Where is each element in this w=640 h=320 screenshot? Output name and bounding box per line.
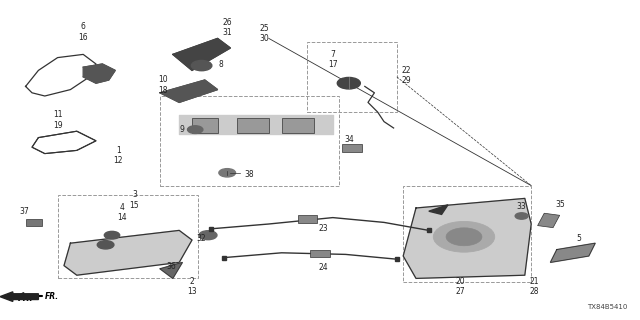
- Text: 24: 24: [318, 263, 328, 272]
- Text: 36: 36: [166, 262, 177, 271]
- Circle shape: [191, 60, 212, 71]
- Polygon shape: [429, 205, 448, 214]
- FancyArrow shape: [0, 292, 38, 301]
- Text: 21
28: 21 28: [530, 277, 539, 296]
- Circle shape: [188, 126, 203, 133]
- Bar: [403, 186, 531, 282]
- Text: 34: 34: [344, 135, 354, 144]
- Polygon shape: [403, 198, 531, 278]
- Bar: [160, 96, 339, 186]
- Text: FR.: FR.: [18, 294, 33, 303]
- Polygon shape: [64, 230, 192, 275]
- Bar: [26, 219, 42, 226]
- Circle shape: [433, 221, 495, 252]
- Polygon shape: [550, 243, 595, 262]
- Bar: [538, 213, 560, 228]
- Circle shape: [104, 231, 120, 239]
- Polygon shape: [173, 38, 230, 70]
- Text: TX84B5410: TX84B5410: [587, 304, 627, 310]
- Text: 8: 8: [218, 60, 223, 68]
- Circle shape: [515, 213, 528, 219]
- Text: 2
13: 2 13: [187, 277, 197, 296]
- Text: 33: 33: [516, 202, 527, 211]
- Text: 25
30: 25 30: [259, 24, 269, 43]
- Bar: [237, 118, 269, 133]
- Polygon shape: [83, 64, 115, 83]
- Bar: [58, 195, 198, 278]
- Circle shape: [97, 241, 114, 249]
- Bar: [192, 118, 218, 133]
- Text: 9: 9: [180, 125, 185, 134]
- Polygon shape: [160, 80, 218, 102]
- Text: 7
17: 7 17: [328, 50, 338, 69]
- Text: 38: 38: [244, 170, 255, 179]
- Bar: [342, 144, 362, 152]
- Text: 5: 5: [577, 234, 582, 243]
- Text: 1: 1: [116, 146, 121, 155]
- Circle shape: [337, 77, 360, 89]
- Text: FR.: FR.: [45, 292, 59, 301]
- Bar: [298, 215, 317, 223]
- Text: 20
27: 20 27: [456, 277, 466, 296]
- Text: 22
29: 22 29: [401, 66, 412, 85]
- Text: 12: 12: [114, 156, 123, 164]
- Text: 35: 35: [555, 200, 565, 209]
- Text: 32: 32: [196, 234, 207, 243]
- Text: 3
15: 3 15: [129, 190, 140, 210]
- Text: 4
14: 4 14: [116, 203, 127, 222]
- Text: 6
16: 6 16: [78, 22, 88, 42]
- Text: 37: 37: [19, 207, 29, 216]
- Bar: [310, 250, 330, 257]
- Bar: [282, 118, 314, 133]
- Text: 26
31: 26 31: [222, 18, 232, 37]
- Text: 11
19: 11 19: [52, 110, 63, 130]
- Text: 23: 23: [318, 224, 328, 233]
- Circle shape: [446, 228, 482, 246]
- Bar: [307, 42, 397, 112]
- Polygon shape: [160, 262, 182, 278]
- Text: 10
18: 10 18: [158, 75, 168, 94]
- Circle shape: [219, 169, 236, 177]
- Circle shape: [199, 231, 217, 240]
